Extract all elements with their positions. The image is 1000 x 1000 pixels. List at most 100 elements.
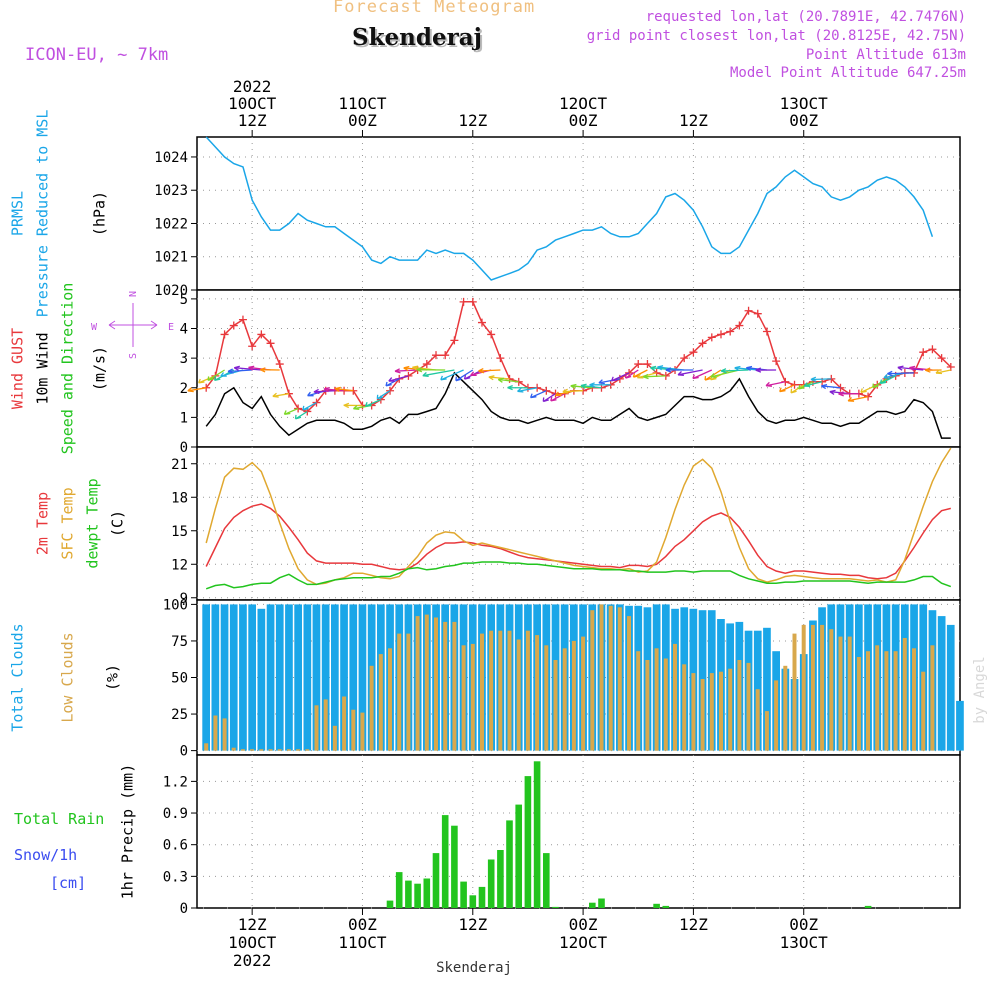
- wind-arrow: [529, 390, 547, 399]
- low-cloud-bar: [452, 621, 457, 751]
- low-cloud-bar: [535, 635, 540, 751]
- low-cloud-bar: [820, 624, 825, 751]
- panel-label: Pressure Reduced to MSL: [34, 110, 52, 318]
- wind-arrow: [935, 369, 951, 375]
- top-year-label: 2022: [233, 77, 272, 96]
- total-cloud-bar: [956, 700, 964, 751]
- y-tick-label: 0: [180, 901, 188, 917]
- bottom-hour-label: 12Z: [679, 915, 708, 934]
- series-line-prmsl: [205, 136, 934, 281]
- gust-marker: [220, 330, 229, 339]
- low-cloud-bar: [893, 651, 898, 751]
- low-cloud-bar: [921, 671, 926, 751]
- low-cloud-bar: [342, 696, 347, 751]
- low-cloud-bar: [204, 743, 209, 751]
- unit-label: (m/s): [91, 346, 109, 391]
- gust-marker: [432, 351, 441, 360]
- low-cloud-bar: [332, 725, 337, 751]
- total-cloud-bar: [266, 604, 275, 751]
- low-cloud-bar: [902, 638, 907, 751]
- total-cloud-bar: [202, 604, 210, 751]
- y-tick-label: 1022: [154, 216, 188, 232]
- low-cloud-bar: [691, 673, 696, 751]
- rain-bar: [589, 902, 596, 908]
- compass-rose: [108, 303, 158, 347]
- low-cloud-bar: [700, 679, 705, 751]
- gust-marker: [441, 351, 450, 360]
- gust-marker: [689, 348, 698, 357]
- y-tick-label: 1021: [154, 250, 188, 266]
- gust-marker: [404, 371, 413, 380]
- wind-arrow: [364, 399, 382, 407]
- total-cloud-bar: [331, 604, 339, 751]
- wind-arrow: [376, 390, 391, 400]
- top-date-label: 12OCT: [559, 94, 608, 113]
- panel-frame: [196, 754, 961, 909]
- gust-marker: [762, 327, 771, 336]
- panel-label: 10m Wind: [34, 332, 52, 404]
- wind-arrow: [810, 376, 832, 382]
- series-line-dewpt-temp: [205, 561, 952, 590]
- bottom-date-label: 11OCT: [338, 933, 387, 952]
- low-cloud-bar: [305, 749, 310, 751]
- panel-frame: [196, 446, 961, 601]
- gust-marker: [542, 386, 551, 395]
- rain-bar: [469, 895, 477, 908]
- panel-4: 0 0.3 0.6 0.9 1.2 Total Rain Snow/1h [cm] 1hr Pr…: [14, 754, 961, 917]
- rain-bar: [515, 804, 522, 908]
- panel-frame: [196, 289, 961, 448]
- low-cloud-bar: [581, 636, 586, 751]
- y-tick-label: 21: [171, 457, 188, 473]
- low-cloud-bar: [250, 749, 255, 751]
- gust-marker: [707, 333, 716, 342]
- wind-arrow: [233, 365, 262, 371]
- low-cloud-bar: [599, 604, 604, 751]
- rain-bar: [487, 859, 495, 908]
- low-cloud-bar: [351, 709, 356, 751]
- gust-marker: [753, 309, 762, 318]
- y-tick-label: 50: [171, 671, 188, 687]
- low-cloud-bar: [277, 749, 282, 751]
- y-tick-label: 1024: [154, 150, 188, 166]
- y-tick-label: 5: [180, 292, 188, 308]
- wind-arrow: [259, 367, 280, 373]
- gust-marker: [422, 360, 431, 369]
- wind-arrow: [580, 383, 602, 389]
- compass-east: E: [168, 322, 174, 333]
- gust-marker: [238, 315, 247, 324]
- top-hour-label: 00Z: [789, 111, 818, 130]
- rain-bar: [543, 853, 550, 908]
- low-cloud-bar: [719, 671, 723, 751]
- low-cloud-bar: [434, 617, 438, 751]
- rain-bar: [598, 898, 605, 908]
- bottom-date-label: 13OCT: [780, 933, 829, 952]
- top-date-label: 13OCT: [780, 94, 829, 113]
- y-tick-label: 15: [171, 524, 188, 540]
- low-cloud-bar: [737, 660, 742, 751]
- wind-arrow: [847, 395, 869, 402]
- panel-label: Speed and Direction: [59, 283, 77, 455]
- panel-label: Low Clouds: [59, 632, 77, 722]
- total-cloud-bar: [321, 604, 330, 751]
- y-tick-label: 25: [171, 707, 188, 723]
- panel-label: Total Clouds: [9, 623, 27, 731]
- wind-arrow: [665, 367, 694, 373]
- y-tick-label: 1023: [154, 183, 188, 199]
- total-cloud-bar: [229, 604, 238, 751]
- total-cloud-bar: [211, 604, 220, 751]
- footer-location: Skenderaj: [436, 960, 512, 976]
- low-cloud-bar: [222, 718, 227, 751]
- rain-bar: [662, 905, 670, 908]
- gust-marker: [496, 354, 505, 363]
- low-cloud-bar: [746, 662, 751, 751]
- total-cloud-bar: [340, 604, 348, 751]
- total-cloud-bar: [303, 604, 312, 751]
- low-cloud-bar: [829, 629, 834, 751]
- gust-marker: [698, 339, 707, 348]
- compass-west: W: [91, 322, 98, 333]
- wind-arrow: [422, 369, 455, 377]
- wind-arrow: [803, 381, 823, 387]
- panel-3: 0 25 50 75 100 Total Clouds Low Clouds (%): [9, 597, 964, 760]
- y-tick-label: 9: [180, 591, 188, 607]
